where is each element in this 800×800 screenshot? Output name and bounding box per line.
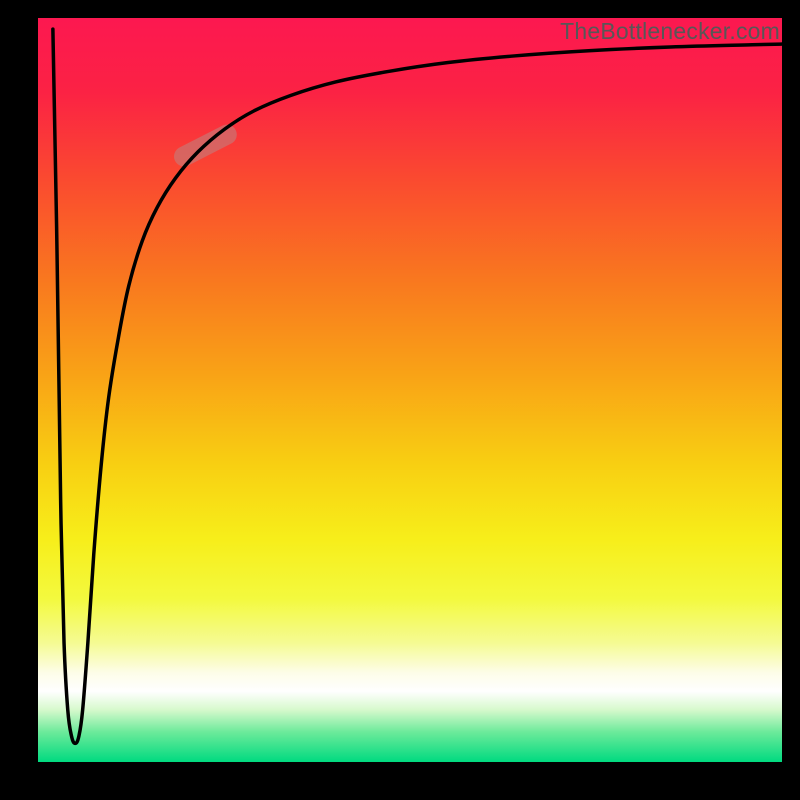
chart-frame: TheBottlenecker.com (0, 0, 800, 800)
border-right (782, 0, 800, 800)
border-top (0, 0, 800, 18)
plot-background (38, 18, 782, 762)
border-bottom (0, 762, 800, 800)
border-left (0, 0, 38, 800)
attribution-label: TheBottlenecker.com (560, 18, 782, 45)
